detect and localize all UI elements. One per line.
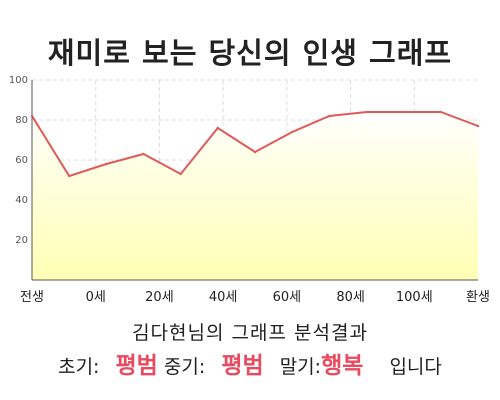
late-label: 말기: [279, 356, 322, 378]
data-point [142, 152, 145, 156]
data-point [67, 174, 71, 178]
early-value: 평범 [115, 353, 158, 379]
data-point [179, 172, 182, 176]
x-tick-label: 전생 [20, 290, 44, 305]
y-tick-label: 100 [9, 75, 28, 86]
result-line: 초기: 평범 중기: 평범 말기:행복 입니다 [0, 346, 500, 380]
chart-title: 재미로 보는 당신의 인생 그래프 [47, 36, 453, 70]
y-tick-label: 20 [15, 235, 28, 246]
middle-label: 중기: [163, 356, 206, 378]
x-tick-label: 환생 [466, 290, 490, 305]
data-point [253, 150, 257, 154]
data-point [365, 110, 368, 114]
data-point [290, 130, 294, 134]
x-tick-label: 20세 [145, 290, 174, 305]
y-tick-label: 40 [15, 195, 28, 206]
data-point [30, 114, 34, 118]
early-label: 초기: [58, 356, 100, 378]
ending-text: 입니다 [389, 356, 442, 378]
middle-value: 평범 [221, 353, 264, 379]
data-point [105, 162, 108, 166]
data-point [439, 110, 443, 114]
x-tick-label: 100세 [396, 290, 433, 305]
late-value: 행복 [321, 353, 364, 379]
y-tick-label: 80 [15, 115, 28, 126]
x-tick-label: 40세 [209, 290, 238, 305]
data-point [216, 126, 220, 130]
data-point [476, 124, 480, 128]
data-point [402, 110, 405, 114]
x-tick-label: 60세 [273, 290, 302, 305]
x-tick-label: 80세 [336, 290, 365, 305]
y-tick-label: 60 [15, 155, 28, 166]
data-point [328, 114, 331, 118]
x-tick-label: 0세 [86, 290, 106, 305]
analysis-subtitle: 김다현님의 그래프 분석결과 [132, 322, 368, 344]
